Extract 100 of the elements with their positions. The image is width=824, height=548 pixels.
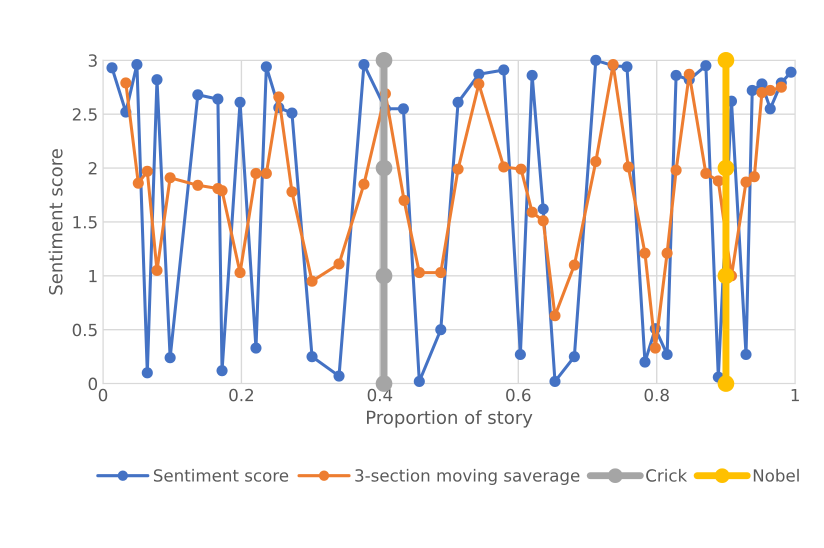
point [452,96,464,108]
point [718,160,734,176]
x-axis-title: Proportion of story [367,410,532,428]
point [473,68,484,80]
x-tick-label: 0.4 [368,388,392,402]
point [498,64,510,76]
x-tick-label: 0.8 [644,388,669,402]
point [568,351,580,362]
point [473,78,484,90]
point [740,348,752,360]
point [250,342,262,354]
point [333,258,345,270]
point [516,164,527,175]
point [151,264,163,276]
point [514,348,526,360]
point [398,103,409,114]
point [590,156,602,168]
point [526,206,538,218]
y-tick-label: 1.5 [73,216,97,229]
point [260,168,272,179]
point [748,171,760,182]
point [376,160,392,176]
legend-label: 3-section moving saverage [355,468,580,485]
point [700,168,712,179]
point [662,248,673,259]
point [740,176,752,188]
point [621,61,633,72]
legend-label: Crick [646,468,688,482]
point [764,103,776,114]
point [131,59,142,70]
point [684,68,695,80]
point [549,376,561,387]
point [151,74,163,86]
point [670,70,682,81]
point [639,248,651,259]
x-tick-label: 0.2 [229,388,254,402]
point [260,61,272,72]
point [764,84,776,96]
point [106,62,118,74]
point [376,52,392,69]
point [590,54,602,66]
point [142,367,153,378]
point [306,351,318,362]
point [333,370,345,382]
point [164,172,176,184]
point [376,267,392,284]
point [120,77,132,88]
point [286,186,298,198]
point [212,94,224,105]
point [650,342,661,354]
y-tick-label: 2 [88,162,96,174]
point [358,178,370,190]
y-tick-label: 1 [89,270,97,282]
point [398,194,410,206]
point [785,66,797,78]
point [746,84,758,96]
legend-label: Nobel [754,468,799,482]
point [538,215,549,226]
point [662,348,673,360]
point [164,352,176,364]
y-tick-label: 2.5 [72,108,97,121]
legend-label: Sentiment score [154,468,288,482]
point [526,70,538,81]
y-tick-label: 3 [88,54,97,67]
point [234,96,246,108]
point [670,164,682,176]
point [568,259,580,271]
point [718,375,734,392]
point [718,52,734,69]
point [435,324,446,336]
point [306,276,318,287]
y-tick-label: 0.5 [72,324,97,336]
point [216,185,228,196]
y-axis-title: Sentiment score [48,149,63,295]
point [452,164,464,175]
point [414,267,425,278]
point [273,91,284,102]
point [712,175,724,187]
x-tick-label: 0.6 [506,388,530,402]
point [538,203,549,215]
point [358,59,370,70]
point [435,267,446,278]
point [549,310,561,322]
point [132,178,144,189]
point [718,267,734,284]
point [286,108,298,119]
point [498,161,510,173]
y-tick-label: 0 [88,378,98,390]
point [142,166,153,177]
point [234,267,246,278]
point [776,82,787,93]
point [700,60,712,72]
point [414,376,425,387]
point [250,168,262,179]
x-tick-label: 0 [98,388,108,402]
x-tick-label: 1 [792,388,799,402]
point [622,161,634,173]
point [216,365,228,376]
point [192,89,204,100]
point [192,180,204,191]
